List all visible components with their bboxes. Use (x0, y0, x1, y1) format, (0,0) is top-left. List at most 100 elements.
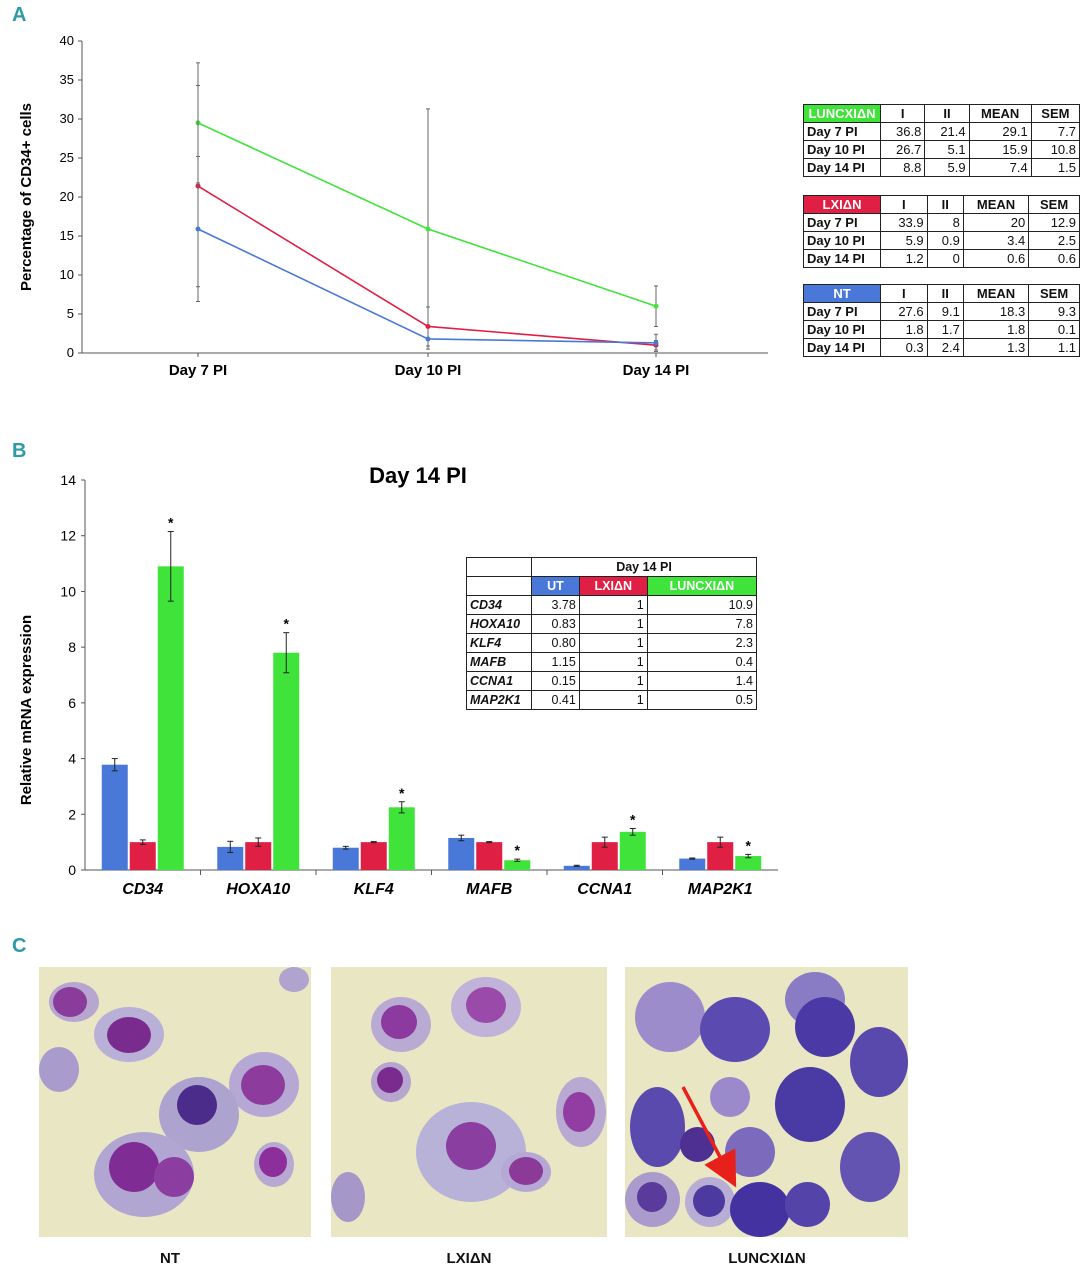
table-lxidn: LXIΔN I II MEAN SEM Day 7 PI 33.9 8 20 12.9 Day 10… (803, 195, 1080, 268)
table-cell: 5.9 (924, 158, 970, 177)
table-cell: 10.9 (646, 595, 758, 615)
table-cell: 1 (578, 690, 648, 710)
series-line-lxi-n (197, 185, 657, 346)
x-tick-label-day-14-pi: Day 14 PI (623, 362, 690, 379)
column-header: SEM (1028, 284, 1080, 303)
table-cell: 0.41 (531, 690, 580, 710)
bar-ut-ccna1 (563, 865, 590, 870)
legend-lxi-n: LXIΔN (803, 195, 881, 214)
table-cell: 9.3 (1028, 302, 1080, 321)
bar-luncxi-n-cd34 (157, 566, 184, 870)
table-nt: NT I II MEAN SEM Day 7 PI 27.6 9.1 18.3 9.3 Day 10… (803, 284, 1080, 357)
x-tick-label-day-10-pi: Day 10 PI (395, 362, 462, 379)
data-point-nt (653, 340, 659, 346)
legend-luncxi-n: LUNCXIΔN (646, 576, 758, 596)
y-tick-label-4: 4 (68, 751, 76, 767)
column-header: II (924, 104, 970, 123)
y-tick-label-10: 10 (60, 267, 74, 282)
red-arrow (681, 1086, 737, 1188)
significance-marker-klf4: * (399, 785, 405, 801)
caption-lxidn: LXIΔN (446, 1250, 492, 1267)
table-row: MAFB 1.15 1 0.4 (466, 652, 758, 672)
y-tick-label-0: 0 (67, 345, 74, 360)
gene-label: HOXA10 (466, 614, 532, 634)
table-cell: 1.3 (962, 338, 1030, 357)
table-cell: 26.7 (879, 140, 926, 159)
table-cell: 7.7 (1030, 122, 1081, 141)
data-point-nt (425, 336, 431, 342)
table-cell: 1 (578, 652, 648, 672)
y-tick-label-30: 30 (60, 111, 74, 126)
bar-lxi-n-klf4 (360, 842, 387, 870)
table-row: Day 7 PI 27.6 9.1 18.3 9.3 (803, 302, 1080, 321)
data-point-nt (195, 226, 201, 232)
table-cell: 2.5 (1028, 231, 1080, 250)
row-label: Day 10 PI (803, 140, 881, 159)
legend-nt: NT (803, 284, 881, 303)
table-cell: 1 (578, 614, 648, 634)
table-cell: 1.7 (926, 320, 964, 339)
gene-label: KLF4 (466, 633, 532, 653)
y-tick-label-0: 0 (68, 862, 76, 878)
table-cell: 7.8 (646, 614, 758, 634)
row-label: Day 14 PI (803, 249, 881, 268)
table-row: Day 14 PI 8.8 5.9 7.4 1.5 (803, 158, 1081, 177)
column-header: MEAN (962, 284, 1030, 303)
table-cell: 2.3 (646, 633, 758, 653)
row-label: Day 14 PI (803, 338, 881, 357)
y-tick-label-2: 2 (68, 806, 76, 822)
column-header: II (926, 195, 964, 214)
table-cell: 0.9 (926, 231, 964, 250)
table-row: Day 14 PI 1.2 0 0.6 0.6 (803, 249, 1080, 268)
table-cell: 10.8 (1030, 140, 1081, 159)
table-cell: 0 (926, 249, 964, 268)
y-tick-label-25: 25 (60, 150, 74, 165)
table-row: Day 10 PI 1.8 1.7 1.8 0.1 (803, 320, 1080, 339)
row-label: Day 10 PI (803, 231, 881, 250)
gene-label: CCNA1 (466, 671, 532, 691)
y-tick-label-15: 15 (60, 228, 74, 243)
table-cell: 36.8 (879, 122, 926, 141)
data-point-luncxi-n (425, 226, 431, 232)
row-label: Day 7 PI (803, 302, 881, 321)
table-cell: 7.4 (968, 158, 1032, 177)
table-row: MAP2K1 0.41 1 0.5 (466, 690, 758, 710)
table-cell: 8.8 (879, 158, 926, 177)
table-cell: 29.1 (968, 122, 1032, 141)
column-header: I (879, 104, 926, 123)
micrograph-lxidn (331, 967, 607, 1237)
y-tick-label-6: 6 (68, 695, 76, 711)
significance-marker-ccna1: * (630, 811, 636, 827)
table-cell: 27.6 (880, 302, 928, 321)
row-label: Day 7 PI (803, 122, 881, 141)
bar-lxi-n-cd34 (129, 842, 156, 870)
table-cell: 20 (962, 213, 1030, 232)
y-tick-label-20: 20 (60, 189, 74, 204)
y-tick-label-35: 35 (60, 72, 74, 87)
table-cell: 0.6 (962, 249, 1030, 268)
table-luncxidn: LUNCXIΔN I II MEAN SEM Day 7 PI 36.8 21.4 29.1 7.… (803, 104, 1081, 177)
bar-luncxi-n-klf4 (388, 807, 415, 870)
table-cell: 15.9 (968, 140, 1032, 159)
row-label: Day 10 PI (803, 320, 881, 339)
significance-marker-cd34: * (168, 515, 174, 531)
category-label-cd34: CD34 (122, 881, 163, 898)
table-cell: 12.9 (1028, 213, 1080, 232)
legend-ut: UT (531, 576, 580, 596)
x-tick-label-day-7-pi: Day 7 PI (169, 362, 227, 379)
column-header: SEM (1028, 195, 1080, 214)
table-cell: 5.1 (924, 140, 970, 159)
bar-ut-map2k1 (679, 858, 706, 870)
table-cell: 1.4 (646, 671, 758, 691)
empty-cell (466, 576, 532, 596)
line-chart-cd34-percentage: 0 5 10 15 20 25 30 35 40 Day 7 PI Day 10 PI Day 14 … (18, 33, 768, 379)
table-day14-expression: Day 14 PI UT LXIΔN LUNCXIΔN CD34 3.78 1 10.9 HOX… (466, 557, 758, 710)
gene-label: CD34 (466, 595, 532, 615)
significance-marker-hoxa10: * (284, 616, 290, 632)
bar-lxi-n-mafb (476, 842, 503, 870)
table-cell: 5.9 (880, 231, 928, 250)
table-cell: 0.15 (531, 671, 580, 691)
caption-nt: NT (160, 1250, 180, 1267)
table-row: KLF4 0.80 1 2.3 (466, 633, 758, 653)
table-cell: 1.2 (880, 249, 928, 268)
